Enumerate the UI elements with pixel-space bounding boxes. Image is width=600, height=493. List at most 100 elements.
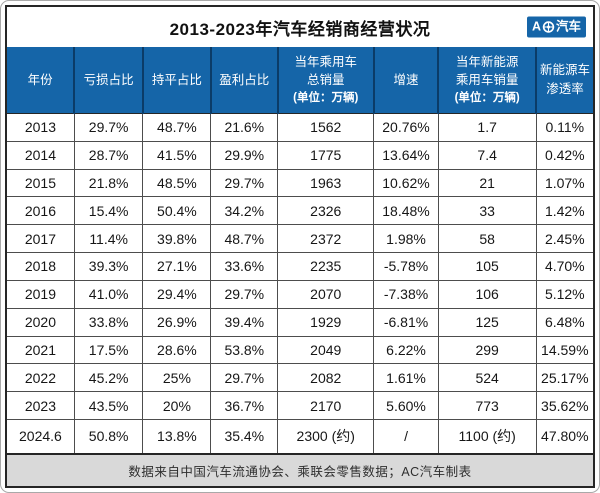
table-row: 2017 11.4% 39.8% 48.7% 2372 1.98% 58 2.45% bbox=[7, 224, 593, 254]
table-row: 2022 45.2% 25% 29.7% 2082 1.61% 524 25.17% bbox=[7, 363, 593, 393]
table-cell: 4.70% bbox=[535, 252, 593, 281]
table-cell: 299 bbox=[437, 335, 537, 365]
table-cell: 5.60% bbox=[373, 391, 439, 420]
table-cell: 2170 bbox=[277, 391, 375, 420]
table-cell: 29.9% bbox=[210, 140, 279, 170]
column-header-3: 盈利占比 bbox=[210, 47, 279, 114]
table-cell: 35.62% bbox=[535, 391, 593, 420]
table-cell: 17.5% bbox=[73, 335, 144, 365]
brand-logo-suffix: 汽车 bbox=[555, 19, 581, 34]
table-cell: 29.7% bbox=[210, 168, 279, 198]
wheel-icon bbox=[542, 21, 555, 34]
title-bar: 2013-2023年汽车经销商经营状况 A 汽车 bbox=[7, 7, 593, 47]
table-cell: 29.7% bbox=[210, 279, 279, 309]
table-cell: 2016 bbox=[7, 196, 75, 226]
table-cell: 14.59% bbox=[535, 335, 593, 365]
table-cell: 33.6% bbox=[210, 252, 279, 281]
column-header-5: 增速 bbox=[373, 47, 440, 114]
table-row: 2023 43.5% 20% 36.7% 2170 5.60% 773 35.62% bbox=[7, 391, 593, 420]
table-cell: 28.7% bbox=[73, 140, 144, 170]
page-title: 2013-2023年汽车经销商经营状况 bbox=[169, 19, 431, 39]
table-cell: 106 bbox=[437, 279, 537, 309]
table-cell: 41.5% bbox=[142, 140, 212, 170]
table-cell: 50.8% bbox=[73, 418, 144, 453]
table-row: 2015 21.8% 48.5% 29.7% 1963 10.62% 21 1.07% bbox=[7, 168, 593, 198]
table-cell: 2022 bbox=[7, 363, 75, 393]
table-body: 2013 29.7% 48.7% 21.6% 1562 20.76% 1.7 0.11% 201… bbox=[7, 113, 593, 453]
table-cell: 27.1% bbox=[142, 252, 212, 281]
dealer-data-table: 年份 亏损占比 持平占比 盈利占比 当年乘用车 总销量 (单位：万辆) 增速 当年新能源 乘用车销… bbox=[7, 47, 593, 453]
table-cell: 11.4% bbox=[73, 224, 144, 254]
table-cell: / bbox=[373, 418, 439, 453]
table-cell: 29.7% bbox=[73, 113, 144, 142]
table-cell: -7.38% bbox=[373, 279, 439, 309]
table-cell: 48.7% bbox=[210, 224, 279, 254]
table-cell: 524 bbox=[437, 363, 537, 393]
table-cell: -6.81% bbox=[373, 307, 439, 337]
table-cell: 105 bbox=[437, 252, 537, 281]
table-cell: 21.8% bbox=[73, 168, 144, 198]
table-cell: 1963 bbox=[277, 168, 375, 198]
table-cell: 29.4% bbox=[142, 279, 212, 309]
table-cell: 2019 bbox=[7, 279, 75, 309]
table-row: 2013 29.7% 48.7% 21.6% 1562 20.76% 1.7 0.11% bbox=[7, 113, 593, 142]
table-cell: 36.7% bbox=[210, 391, 279, 420]
table-cell: 13.8% bbox=[142, 418, 212, 453]
brand-logo: A 汽车 bbox=[526, 16, 586, 38]
column-header-2: 持平占比 bbox=[142, 47, 212, 114]
table-cell: 25% bbox=[142, 363, 212, 393]
header-row: 年份 亏损占比 持平占比 盈利占比 当年乘用车 总销量 (单位：万辆) 增速 当年新能源 乘用车销… bbox=[7, 47, 593, 114]
report-panel: 2013-2023年汽车经销商经营状况 A 汽车 bbox=[5, 5, 595, 488]
table-cell: 33 bbox=[437, 196, 537, 226]
table-row: 2024.6 50.8% 13.8% 35.4% 2300 (约)/1100 (约) 47… bbox=[7, 418, 593, 453]
table-cell: 1775 bbox=[277, 140, 375, 170]
table-cell: 58 bbox=[437, 224, 537, 254]
column-header-7: 新能源车 渗透率 bbox=[536, 47, 593, 114]
table-cell: 2017 bbox=[7, 224, 75, 254]
table-cell: 20.76% bbox=[373, 113, 439, 142]
table-cell: 2372 bbox=[277, 224, 375, 254]
table-cell: 29.7% bbox=[210, 363, 279, 393]
table-cell: 21.6% bbox=[210, 113, 279, 142]
table-cell: 39.3% bbox=[73, 252, 144, 281]
table-cell: 33.8% bbox=[73, 307, 144, 337]
table-cell: 15.4% bbox=[73, 196, 144, 226]
table-cell: 1.07% bbox=[535, 168, 593, 198]
table-cell: 6.22% bbox=[373, 335, 439, 365]
table-cell: 48.7% bbox=[142, 113, 212, 142]
table-cell: 35.4% bbox=[210, 418, 279, 453]
table-cell: 1562 bbox=[277, 113, 375, 142]
table-cell: 2014 bbox=[7, 140, 75, 170]
column-header-6: 当年新能源 乘用车销量 (单位：万辆) bbox=[438, 47, 538, 114]
table-cell: 21 bbox=[437, 168, 537, 198]
source-footnote: 数据来自中国汽车流通协会、乘联会零售数据；AC汽车制表 bbox=[7, 453, 593, 486]
table-cell: 0.11% bbox=[535, 113, 593, 142]
table-cell: 18.48% bbox=[373, 196, 439, 226]
table-cell: 50.4% bbox=[142, 196, 212, 226]
table-cell: 2015 bbox=[7, 168, 75, 198]
table-cell: 10.62% bbox=[373, 168, 439, 198]
table-cell: 45.2% bbox=[73, 363, 144, 393]
table-row: 2020 33.8% 26.9% 39.4% 1929 -6.81% 125 6.48% bbox=[7, 307, 593, 337]
table-cell: 34.2% bbox=[210, 196, 279, 226]
column-header-0: 年份 bbox=[7, 47, 76, 114]
table-cell: 2235 bbox=[277, 252, 375, 281]
table-cell: 48.5% bbox=[142, 168, 212, 198]
table-cell: 7.4 bbox=[437, 140, 537, 170]
table-row: 2021 17.5% 28.6% 53.8% 2049 6.22% 299 14.59% bbox=[7, 335, 593, 365]
table-cell: 53.8% bbox=[210, 335, 279, 365]
table-cell: 26.9% bbox=[142, 307, 212, 337]
table-cell: 39.4% bbox=[210, 307, 279, 337]
table-cell: 25.17% bbox=[535, 363, 593, 393]
table-cell: 2018 bbox=[7, 252, 75, 281]
table-cell: 2082 bbox=[277, 363, 375, 393]
table-cell: 1.42% bbox=[535, 196, 593, 226]
table-cell: 2013 bbox=[7, 113, 75, 142]
table-cell: 1.61% bbox=[373, 363, 439, 393]
table-cell: 2.45% bbox=[535, 224, 593, 254]
table-cell: 20% bbox=[142, 391, 212, 420]
table-cell: 2300 (约) bbox=[277, 418, 375, 453]
table-cell: 39.8% bbox=[142, 224, 212, 254]
